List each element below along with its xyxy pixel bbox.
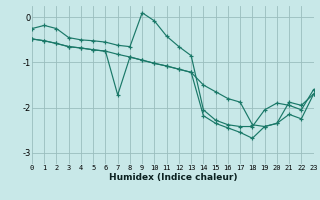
X-axis label: Humidex (Indice chaleur): Humidex (Indice chaleur)	[108, 173, 237, 182]
